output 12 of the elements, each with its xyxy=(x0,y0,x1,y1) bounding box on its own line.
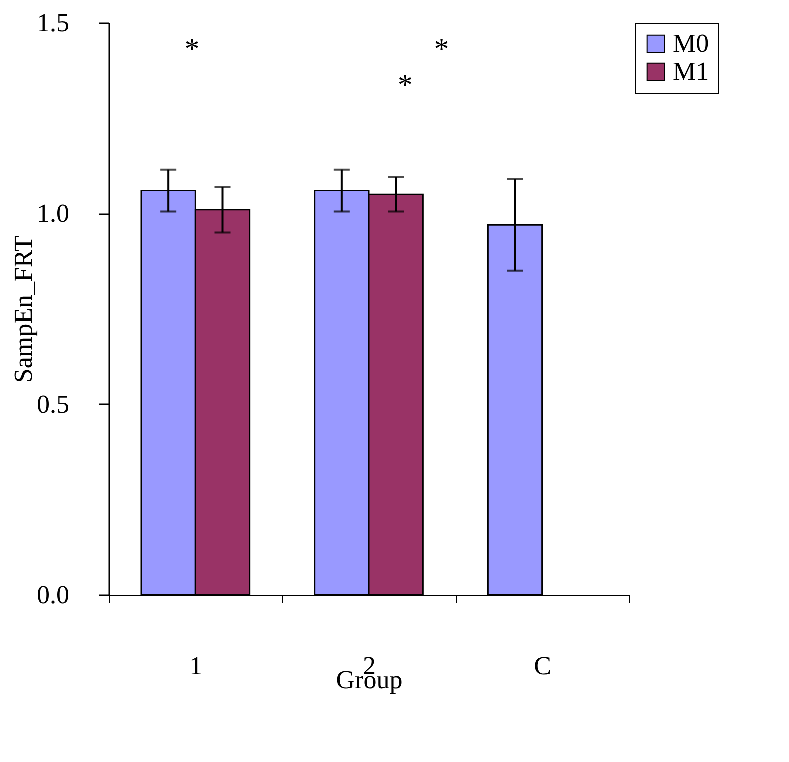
x-tick-label: 1 xyxy=(190,652,203,680)
y-tick-label: 1.0 xyxy=(37,199,70,228)
y-tick-label: 1.5 xyxy=(37,8,70,38)
annotation: * xyxy=(398,69,413,102)
legend-label: M0 xyxy=(673,29,710,58)
y-axis-title: SampEn_FRT xyxy=(9,236,38,384)
y-tick-label: 0.5 xyxy=(37,390,70,419)
legend-label: M1 xyxy=(673,57,710,86)
annotation: * xyxy=(184,33,200,66)
annotation: * xyxy=(434,33,450,66)
y-tick-label: 0.0 xyxy=(37,580,70,610)
x-tick-label: C xyxy=(534,652,552,680)
